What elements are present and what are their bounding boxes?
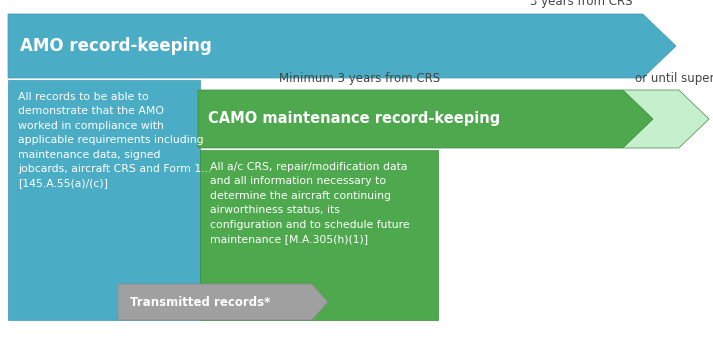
Text: AMO record-keeping: AMO record-keeping	[20, 37, 212, 55]
Text: Minimum 3 years from CRS: Minimum 3 years from CRS	[279, 72, 441, 85]
Text: 3 years from CRS: 3 years from CRS	[530, 0, 632, 8]
FancyBboxPatch shape	[8, 80, 200, 320]
Text: CAMO maintenance record-keeping: CAMO maintenance record-keeping	[208, 111, 501, 127]
Text: or until superseded**: or until superseded**	[635, 72, 713, 85]
Text: All records to be able to
demonstrate that the AMO
worked in compliance with
app: All records to be able to demonstrate th…	[18, 92, 211, 188]
Polygon shape	[623, 90, 709, 148]
Polygon shape	[8, 14, 676, 78]
Text: Transmitted records*: Transmitted records*	[130, 295, 270, 308]
Text: All a/c CRS, repair/modification data
and all information necessary to
determine: All a/c CRS, repair/modification data an…	[210, 162, 410, 244]
Polygon shape	[198, 90, 653, 148]
FancyBboxPatch shape	[200, 150, 438, 320]
Polygon shape	[118, 284, 328, 320]
